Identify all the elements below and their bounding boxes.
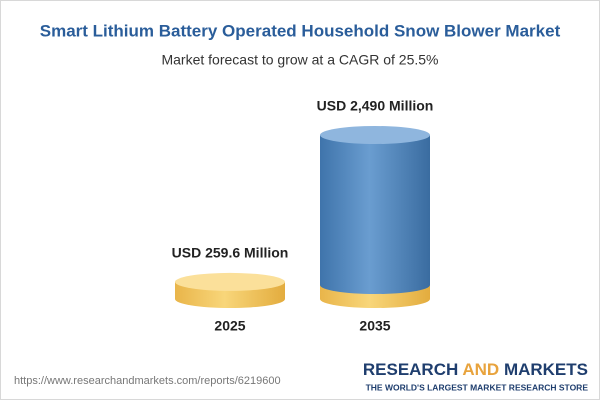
value-label: USD 2,490 Million [317,98,434,114]
chart-subtitle: Market forecast to grow at a CAGR of 25.… [161,52,438,68]
brand-word: MARKETS [504,360,588,379]
brand-word: RESEARCH [363,360,458,379]
brand-name: RESEARCH AND MARKETS [363,360,588,379]
brand-tagline: THE WORLD'S LARGEST MARKET RESEARCH STOR… [366,382,589,392]
source-url: https://www.researchandmarkets.com/repor… [14,375,281,387]
bar-body [320,135,430,294]
brand-word: AND [462,360,499,379]
x-tick-label: 2035 [359,318,390,334]
bar [320,126,430,308]
bar [175,272,285,308]
value-label: USD 259.6 Million [172,245,289,261]
bar-top [320,126,430,144]
chart-title: Smart Lithium Battery Operated Household… [40,21,561,40]
plot-area: USD 259.6 Million 2025 USD 2,490 Million 20… [172,98,434,334]
bar-top [175,272,285,291]
x-tick-label: 2025 [214,318,245,334]
